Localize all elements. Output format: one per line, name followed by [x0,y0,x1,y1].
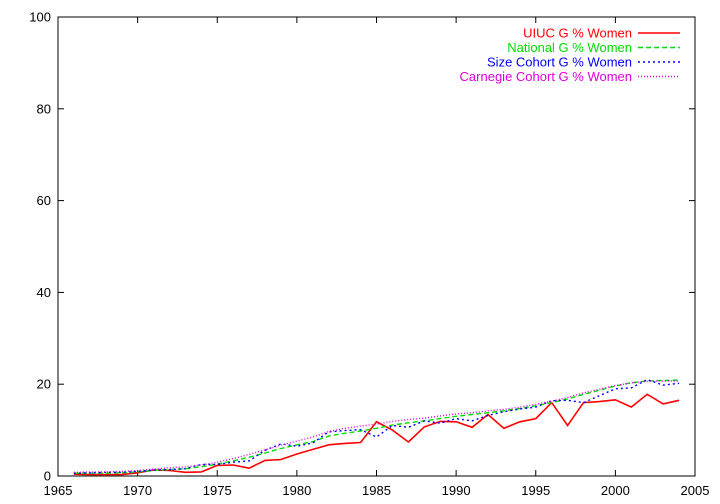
y-tick-label: 100 [29,10,51,25]
series-lines [73,378,680,476]
y-tick-label: 60 [37,193,51,208]
y-tick-label: 20 [37,377,51,392]
y-tick-label: 80 [37,101,51,116]
series-line-2 [73,379,680,474]
x-tick-label: 1995 [521,483,550,498]
series-line-4 [73,380,680,473]
y-tick-label: 40 [37,285,51,300]
y-tick-label: 0 [44,469,51,484]
x-tick-label: 1990 [442,483,471,498]
legend-label: National G % Women [507,40,632,55]
x-tick-label: 1965 [44,483,73,498]
x-tick-label: 1975 [203,483,232,498]
x-tick-label: 2005 [681,483,710,498]
legend-label: Carnegie Cohort G % Women [460,69,632,84]
x-tick-label: 1980 [282,483,311,498]
x-tick-label: 1970 [123,483,152,498]
series-line-3 [73,378,680,474]
axis-ticks: 1965 1970 1975 1980 1985 1990 1995 2000 2005 0 20 4… [29,10,709,499]
legend-label: Size Cohort G % Women [487,55,632,70]
series-line-1 [73,393,680,476]
legend-label: UIUC G % Women [523,26,632,41]
x-tick-label: 2000 [601,483,630,498]
plot-frame [57,16,696,477]
x-tick-label: 1985 [362,483,391,498]
